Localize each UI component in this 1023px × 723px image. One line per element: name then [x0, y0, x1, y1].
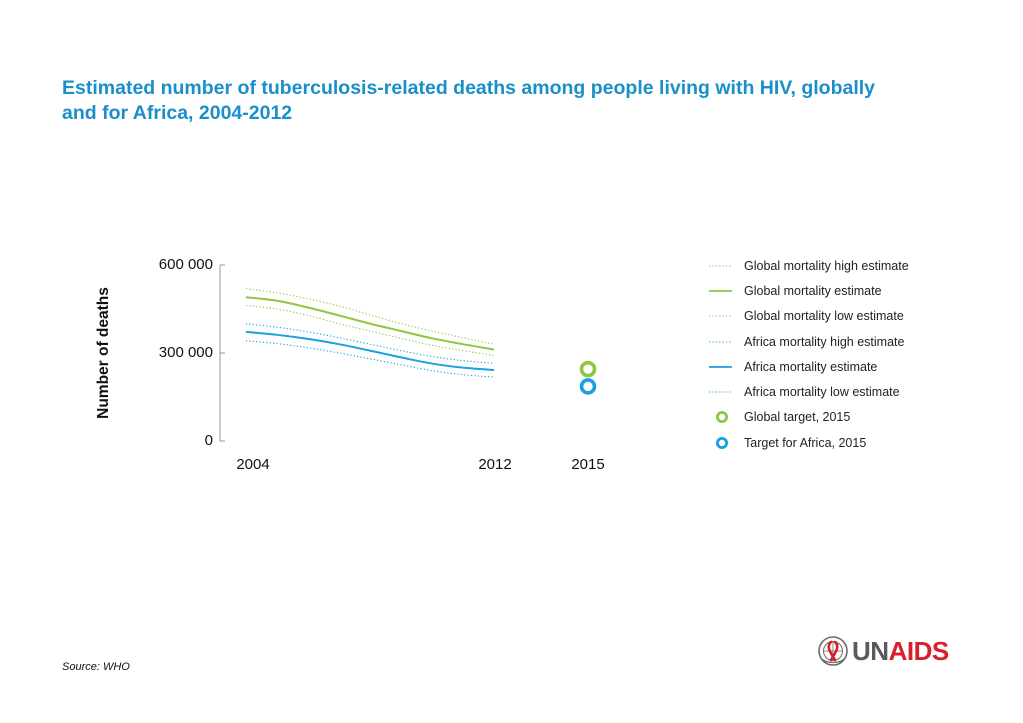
chart-title-line-2: and for Africa, 2004-2012	[62, 102, 293, 124]
legend-swatch	[715, 436, 728, 449]
legend-swatch	[709, 391, 732, 393]
series-line	[245, 340, 495, 378]
series-line	[245, 296, 495, 351]
legend-label: Global mortality estimate	[744, 283, 882, 298]
legend-swatch	[709, 315, 732, 317]
series-line	[245, 287, 495, 345]
y-tick-label: 0	[205, 432, 213, 449]
series-line	[245, 323, 495, 364]
unaids-wordmark: UNAIDS	[852, 634, 949, 668]
legend-swatch	[709, 265, 732, 267]
legend-label: Target for Africa, 2015	[744, 435, 867, 450]
source-note: Source: WHO	[62, 661, 130, 673]
chart-ticks: 0 300 000 600 000 2004 2012 2015	[159, 256, 605, 473]
chart-series	[245, 287, 597, 395]
legend-label: Global mortality low estimate	[744, 309, 904, 324]
legend-item: Global mortality low estimate	[706, 304, 1006, 329]
legend-label: Africa mortality high estimate	[744, 334, 905, 349]
line-chart: 0 300 000 600 000 2004 2012 2015 Number of de…	[95, 256, 605, 473]
legend-label: Global mortality high estimate	[744, 258, 909, 273]
legend-label: Global target, 2015	[744, 410, 851, 425]
legend-item: Africa mortality high estimate	[706, 329, 1006, 354]
x-tick-label: 2015	[571, 456, 604, 473]
red-ribbon-icon	[827, 640, 839, 662]
chart-title: Estimated number of tuberculosis-related…	[62, 76, 942, 126]
x-tick-label: 2012	[478, 456, 511, 473]
legend-swatch	[709, 340, 732, 343]
target-point	[579, 378, 597, 395]
legend-swatch	[709, 290, 732, 292]
legend-item: Global target, 2015	[706, 405, 1006, 430]
target-point	[579, 360, 597, 378]
series-line	[245, 330, 495, 372]
legend-swatch	[709, 365, 732, 368]
y-tick-label: 600 000	[159, 256, 213, 273]
un-emblem-icon	[818, 636, 848, 666]
y-tick-label: 300 000	[159, 344, 213, 361]
x-tick-label: 2004	[236, 456, 269, 473]
unaids-logo	[818, 636, 848, 666]
legend-item: Global mortality estimate	[706, 278, 1006, 303]
chart-axes	[219, 264, 225, 442]
legend-item: Global mortality high estimate	[706, 253, 1006, 278]
series-line	[245, 304, 495, 356]
legend-swatch	[715, 411, 728, 424]
chart-title-line-1: Estimated number of tuberculosis-related…	[62, 77, 876, 99]
chart-legend: Global mortality high estimate Global mor…	[706, 253, 1006, 455]
legend-item: Africa mortality low estimate	[706, 379, 1006, 404]
legend-label: Africa mortality low estimate	[744, 385, 900, 400]
y-axis-line	[219, 264, 225, 442]
legend-label: Africa mortality estimate	[744, 359, 878, 374]
y-axis-label: Number of deaths	[95, 287, 112, 419]
legend-item: Target for Africa, 2015	[706, 430, 1006, 455]
logo-un-text: UN	[852, 636, 889, 666]
legend-item: Africa mortality estimate	[706, 354, 1006, 379]
logo-aids-text: AIDS	[888, 636, 950, 666]
